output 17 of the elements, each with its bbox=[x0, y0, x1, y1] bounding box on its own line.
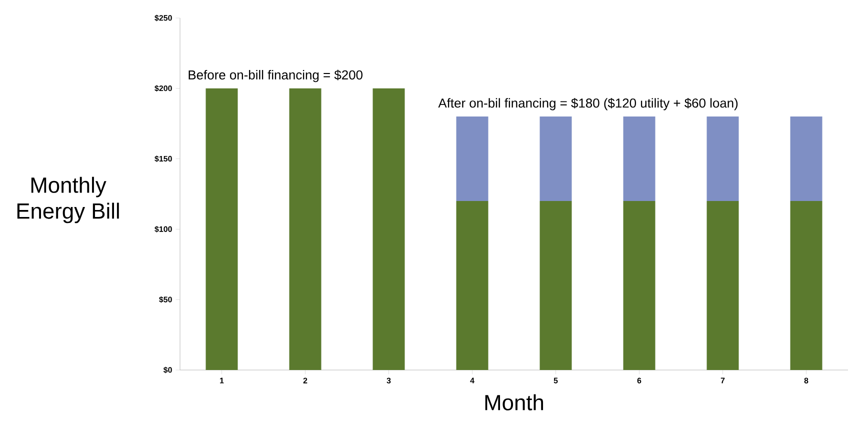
bar bbox=[289, 88, 322, 370]
bar bbox=[456, 201, 488, 370]
y-axis-title: Monthly Energy Bill bbox=[17, 176, 119, 224]
bar bbox=[540, 201, 572, 370]
bar bbox=[790, 201, 822, 370]
bar bbox=[623, 116, 656, 202]
bar bbox=[623, 201, 656, 370]
bar bbox=[372, 88, 405, 370]
bar bbox=[540, 116, 572, 202]
x-axis-title: Month bbox=[485, 394, 544, 410]
bar bbox=[456, 116, 488, 202]
bar bbox=[790, 116, 822, 202]
annotation: Before on-bill financing = $200 bbox=[188, 70, 362, 82]
annotation: After on-bil financing = $180 ($120 utility + $60 loan) bbox=[438, 98, 738, 110]
bar bbox=[706, 201, 739, 370]
bar bbox=[206, 88, 238, 370]
bar bbox=[706, 116, 739, 202]
